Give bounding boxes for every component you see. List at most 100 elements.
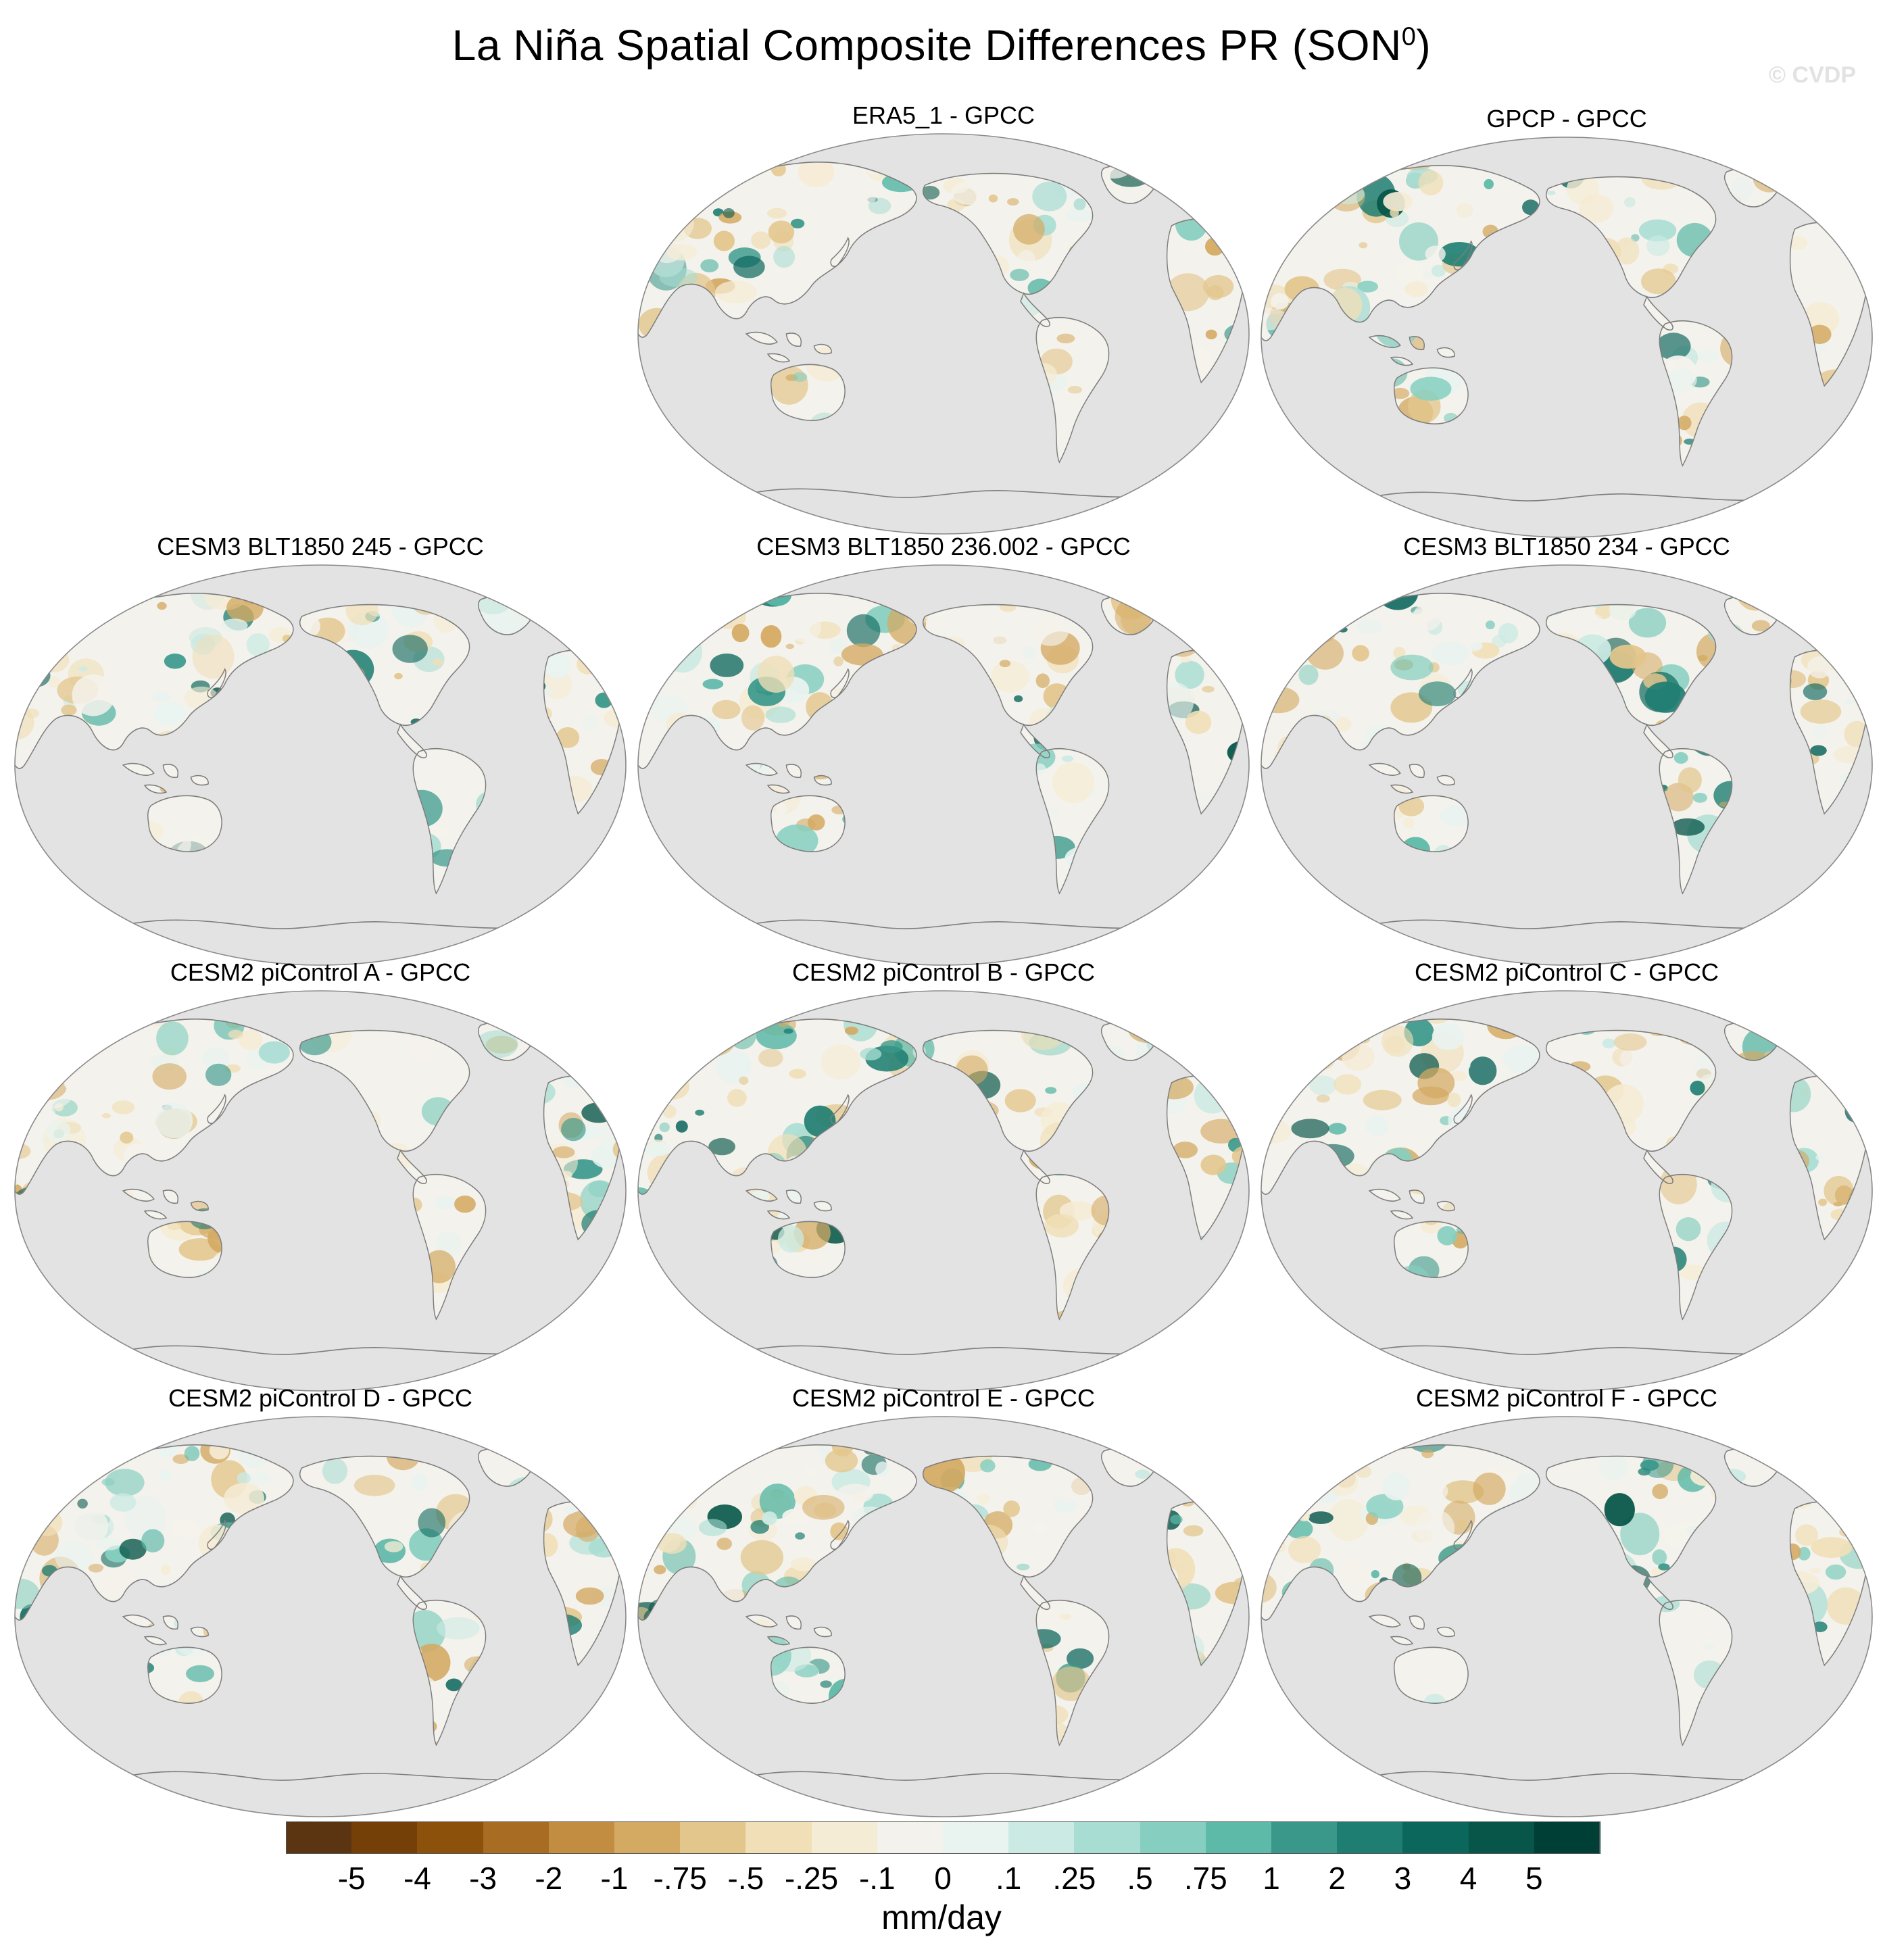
precip-anomaly-patch — [1842, 1062, 1870, 1094]
precip-anomaly-patch — [1826, 1459, 1842, 1474]
coastline — [1020, 723, 1050, 759]
precip-anomaly-patch — [561, 1117, 586, 1142]
precip-anomaly-patch — [1777, 165, 1803, 172]
precip-anomaly-patch — [600, 630, 610, 637]
precip-anomaly-patch — [1598, 1453, 1628, 1481]
precip-anomaly-patch — [999, 660, 1011, 668]
precip-anomaly-patch — [1217, 1317, 1228, 1319]
precip-anomaly-patch — [1469, 642, 1483, 651]
precip-anomaly-patch — [77, 1498, 88, 1509]
precip-anomaly-patch — [545, 653, 571, 679]
coastline — [638, 162, 917, 338]
precip-anomaly-patch — [1268, 229, 1288, 246]
precip-anomaly-patch — [657, 1533, 687, 1554]
coastline — [830, 237, 850, 268]
precip-anomaly-patch — [1809, 1567, 1821, 1574]
land-mass — [1644, 297, 1673, 330]
precip-anomaly-patch — [29, 1101, 39, 1108]
precip-anomaly-patch — [662, 1104, 677, 1119]
precip-anomaly-patch — [638, 420, 645, 427]
precip-anomaly-patch — [151, 691, 171, 703]
precip-anomaly-patch — [1045, 1087, 1057, 1094]
precip-anomaly-patch — [24, 653, 44, 670]
colorbar-tick-label: 1 — [1263, 1861, 1280, 1896]
precip-anomaly-patch — [38, 860, 51, 871]
precip-anomaly-patch — [62, 1044, 80, 1055]
precip-anomaly-patch — [656, 1444, 691, 1461]
precip-anomaly-patch — [789, 612, 821, 643]
precip-anomaly-patch — [638, 1304, 653, 1319]
antarctica-coastline — [1350, 491, 1783, 504]
coastline — [397, 1575, 427, 1611]
precip-anomaly-patch — [1417, 1067, 1455, 1099]
precip-anomaly-patch — [750, 1520, 769, 1534]
precip-anomaly-patch — [1832, 1025, 1867, 1047]
coastline — [207, 668, 226, 699]
colorbar-tick-label: 4 — [1459, 1861, 1477, 1896]
land-mass — [1021, 1576, 1050, 1610]
precip-anomaly-patch — [48, 676, 60, 688]
world-map — [1261, 1416, 1873, 1817]
coastline — [638, 1444, 917, 1621]
precip-anomaly-patch — [579, 1052, 602, 1071]
figure-title-text: La Niña Spatial Composite Differences PR… — [451, 21, 1402, 70]
precip-anomaly-patch — [25, 708, 40, 718]
precip-anomaly-patch — [980, 622, 1013, 656]
precip-anomaly-patch — [1425, 245, 1446, 263]
map-outline — [637, 564, 1250, 966]
precip-anomaly-patch — [1266, 597, 1302, 619]
precip-anomaly-patch — [1832, 209, 1855, 230]
precip-anomaly-patch — [638, 1112, 649, 1123]
precip-anomaly-patch — [655, 173, 667, 185]
precip-anomaly-patch — [1432, 1023, 1465, 1050]
precip-anomaly-patch — [237, 1472, 251, 1485]
figure-title-close: ) — [1416, 21, 1432, 70]
precip-anomaly-patch — [1288, 1536, 1321, 1563]
precip-anomaly-patch — [737, 1444, 749, 1452]
world-map — [1261, 990, 1873, 1392]
precip-anomaly-patch — [1243, 1707, 1247, 1723]
precip-anomaly-patch — [1202, 274, 1234, 298]
antarctica-coastline — [727, 1771, 1160, 1783]
coastline — [397, 723, 427, 759]
precip-anomaly-patch — [21, 1504, 53, 1521]
precip-anomaly-patch — [700, 259, 719, 272]
precip-anomaly-patch — [202, 1047, 230, 1070]
precip-anomaly-patch — [609, 1252, 624, 1266]
precip-anomaly-patch — [167, 1222, 181, 1231]
precip-anomaly-patch — [552, 1146, 575, 1158]
cvdp-watermark: © CVDP — [1769, 62, 1856, 88]
precip-anomaly-patch — [1197, 1741, 1228, 1745]
precip-anomaly-patch — [239, 1029, 263, 1050]
panel-title: CESM2 piControl F - GPCC — [1415, 1384, 1718, 1412]
precip-anomaly-patch — [592, 1310, 619, 1319]
precip-anomaly-patch — [32, 1730, 48, 1742]
panel-title: CESM3 BLT1850 245 - GPCC — [157, 533, 484, 560]
precip-anomaly-patch — [1263, 1299, 1275, 1306]
precip-anomaly-patch — [1261, 437, 1285, 466]
precip-anomaly-patch — [565, 1022, 581, 1034]
colorbar-tick-label: -.1 — [858, 1861, 896, 1896]
precip-anomaly-patch — [579, 887, 611, 893]
precip-anomaly-patch — [1286, 1519, 1313, 1539]
precip-anomaly-patch — [716, 1049, 752, 1083]
precip-anomaly-patch — [581, 714, 599, 731]
precip-anomaly-patch — [1031, 614, 1069, 646]
precip-anomaly-patch — [762, 1511, 777, 1525]
colorbar-swatch — [483, 1821, 549, 1854]
colorbar-swatch — [548, 1821, 615, 1854]
coastline — [15, 1444, 294, 1621]
precip-anomaly-patch — [620, 1571, 624, 1581]
map-panel-cesm3-236: CESM3 BLT1850 236.002 - GPCC — [635, 533, 1252, 966]
precip-anomaly-patch — [1065, 208, 1092, 222]
precip-anomaly-patch — [1221, 165, 1247, 189]
precip-anomaly-patch — [1229, 674, 1247, 689]
precip-anomaly-patch — [1614, 237, 1640, 265]
precip-anomaly-patch — [394, 672, 403, 680]
precip-anomaly-patch — [1859, 670, 1870, 691]
precip-anomaly-patch — [1837, 1712, 1870, 1734]
precip-anomaly-patch — [30, 1509, 63, 1536]
precip-anomaly-patch — [683, 1494, 698, 1509]
coastline — [412, 748, 487, 895]
precip-anomaly-patch — [777, 1225, 804, 1253]
